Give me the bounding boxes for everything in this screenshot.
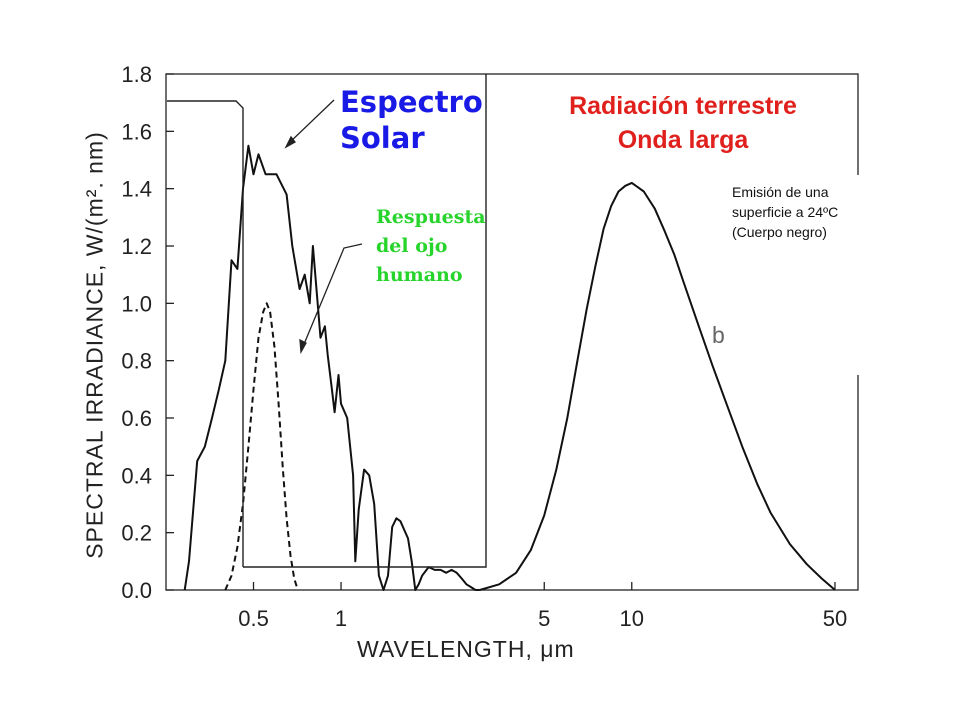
x-tick-label: 50: [823, 606, 847, 631]
eye-arrow: [301, 243, 363, 350]
y-tick-label: 1.4: [121, 177, 152, 202]
stray-glyph: b: [712, 322, 725, 348]
y-axis-label: SPECTRAL IRRADIANCE, W/(m². nm): [81, 131, 108, 559]
x-axis-label: WAVELENGTH, μm: [357, 636, 575, 662]
callout-arrows: [284, 99, 363, 355]
y-tick-label: 1.2: [121, 234, 152, 259]
y-tick-label: 0.2: [121, 521, 152, 546]
terrestrial-radiation-title: Radiación terrestre Onda larga: [569, 92, 797, 154]
human-eye-response-curve: [224, 302, 299, 591]
y-axis: 0.0 0.2 0.4 0.6 0.8 1.0 1.2 1.4 1.6 1.8: [121, 62, 174, 603]
y-tick-label: 0.4: [121, 463, 152, 488]
y-tick-label: 0.6: [121, 406, 152, 431]
y-tick-label: 0.8: [121, 349, 152, 374]
solar-panel-box: [167, 74, 487, 568]
solar-spectrum-curve: [183, 144, 480, 591]
x-tick-label: 5: [538, 606, 550, 631]
blackbody-note-bg: [722, 175, 864, 375]
y-tick-label: 1.0: [121, 291, 152, 316]
blackbody-note: Emisión de una superficie a 24ºC (Cuerpo…: [732, 184, 839, 240]
terrestrial-blackbody-curve: [479, 181, 836, 591]
y-tick-label: 1.8: [121, 62, 152, 87]
x-tick-label: 1: [335, 606, 347, 631]
y-tick-label: 1.6: [121, 119, 152, 144]
solar-arrow: [287, 99, 335, 145]
x-tick-label: 0.5: [238, 606, 269, 631]
eye-response-label: Respuesta del ojo humano: [376, 206, 486, 286]
y-tick-label: 0.0: [121, 578, 152, 603]
x-tick-label: 10: [620, 606, 644, 631]
solar-spectrum-title: Espectro Solar: [340, 85, 483, 155]
plot-marks: [183, 144, 836, 591]
x-axis: 0.5 1 5 10 50: [238, 582, 847, 631]
